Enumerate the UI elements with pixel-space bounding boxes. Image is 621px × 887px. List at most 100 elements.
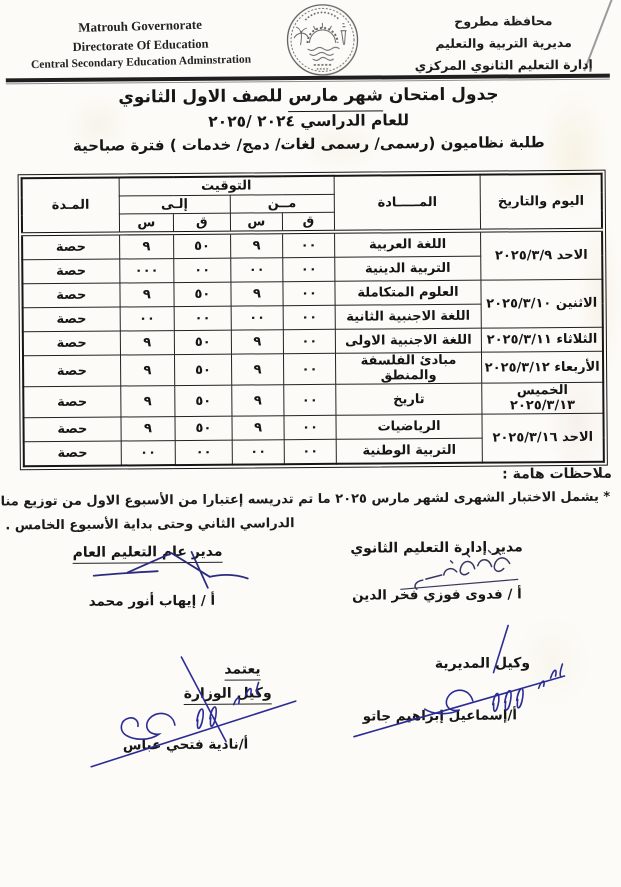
notes-heading: ملاحظات هامة : — [502, 465, 613, 483]
col-header-subject: المـــــادة — [333, 174, 481, 232]
to-hours-cell: ٩ — [120, 354, 175, 386]
duration-cell: حصة — [22, 258, 120, 284]
col-header-from: مــن — [229, 194, 335, 214]
duration-cell: حصة — [22, 306, 120, 332]
day-date-cell: الأربعاء ٢٠٢٥/٣/١٢ — [481, 351, 604, 384]
from-minutes-cell: ٠٠ — [283, 384, 336, 416]
secondary-director-title: مدير إدارة التعليم الثانوي — [350, 539, 523, 557]
duration-cell: حصة — [23, 440, 121, 467]
table-row: الاثنين ٢٠٢٥/٣/١٠ العلوم المتكاملة ٠٠ ٩ … — [22, 279, 603, 329]
col-header-to: إلـى — [118, 195, 231, 215]
general-director-name: أ / إيهاب أنور محمد — [88, 592, 216, 610]
table-row: الاحد ٢٠٢٥/٣/٩ اللغة العربية ٠٠ ٩ ٥٠ ٩ ح… — [22, 229, 603, 281]
to-minutes-cell: ٥٠ — [174, 354, 232, 386]
table-row: الخميس ٢٠٢٥/٣/١٣ تاريخ ٠٠ ٩ ٥٠ ٩ حصة — [23, 382, 604, 418]
subject-cell: الرياضيات — [335, 414, 483, 440]
title-text: للصف الاول الثانوي — [118, 86, 289, 108]
col-header-duration: المـدة — [21, 177, 120, 235]
header-english: Matrouh Governorate Directorate Of Educa… — [1, 14, 280, 75]
day-date-cell: الخميس ٢٠٢٥/٣/١٣ — [481, 382, 604, 415]
to-hours-cell: ٩ — [119, 233, 174, 259]
subject-cell: اللغة العربية — [334, 230, 481, 258]
title-text: جدول امتحان — [382, 84, 499, 106]
ministry-deputy-name: أ/نادية فتحي عباس — [122, 736, 249, 754]
day-date-cell: الاحد ٢٠٢٥/٣/٩ — [480, 229, 603, 281]
academic-year-line: للعام الدراسي ٢٠٢٤ /٢٠٢٥ — [208, 111, 410, 131]
to-minutes-cell: ٥٠ — [175, 416, 232, 441]
duration-cell: حصة — [23, 385, 121, 418]
col-header-hours: س — [230, 212, 283, 233]
note-line-1: * يشمل الاختبار الشهرى لشهر مارس ٢٠٢٥ ما… — [0, 489, 611, 510]
col-header-day-date: اليوم والتاريخ — [480, 173, 603, 231]
secondary-director-name: أ / فدوى فوزي فخر الدين — [352, 586, 522, 604]
subject-cell: تاريخ — [335, 383, 483, 416]
governorate-seal-icon — [284, 2, 361, 79]
to-minutes-cell: ٠٠ — [175, 440, 233, 466]
title-underlined-month: شهر مارس — [288, 85, 384, 113]
directorate-deputy-name: أ/إسماعيل إبراهيم جاتو — [362, 707, 518, 725]
from-hours-cell: ٠٠ — [231, 439, 285, 465]
from-hours-cell: ٩ — [231, 384, 285, 417]
day-date-cell: الاثنين ٢٠٢٥/٣/١٠ — [481, 279, 603, 329]
document-title-block: جدول امتحان شهر مارس للصف الاول الثانوي … — [0, 84, 619, 156]
to-hours-cell: ٠٠٠ — [119, 258, 175, 283]
table-row: الاحد ٢٠٢٥/٣/١٦ الرياضيات ٠٠ ٩ ٥٠ ٩ حصة — [23, 413, 604, 463]
to-hours-cell: ٩ — [120, 385, 176, 417]
duration-cell: حصة — [22, 282, 120, 308]
col-header-minutes: ق — [282, 212, 335, 233]
from-minutes-cell: ٠٠ — [283, 329, 336, 354]
directorate-deputy-title: وكيل المديرية — [434, 655, 531, 673]
subject-cell: العلوم المتكاملة — [334, 280, 482, 306]
from-hours-cell: ٩ — [231, 415, 285, 441]
to-minutes-cell: ٥٠ — [174, 385, 232, 417]
general-director-title: مدير عام التعليم العام — [47, 543, 247, 564]
from-hours-cell: ٩ — [230, 232, 283, 259]
day-date-cell: الثلاثاء ٢٠٢٥/٣/١١ — [481, 327, 603, 353]
approval-label: يعتمد — [192, 661, 292, 681]
student-category-line: طلبة نظاميون (رسمى/ رسمى لغات/ دمج/ خدما… — [72, 133, 545, 155]
from-hours-cell: ٩ — [230, 329, 284, 355]
col-header-timing: التوقيت — [118, 175, 334, 197]
general-director-title-text: مدير عام التعليم العام — [72, 543, 223, 564]
from-minutes-cell: ٠٠ — [284, 439, 337, 465]
duration-cell: حصة — [22, 330, 121, 356]
from-hours-cell: ٠٠ — [230, 257, 284, 283]
to-hours-cell: ٩ — [120, 416, 176, 441]
to-hours-cell: ٩ — [119, 330, 175, 355]
to-minutes-cell: ٠٠ — [174, 306, 231, 331]
duration-cell: حصة — [22, 233, 120, 260]
to-hours-cell: ٠٠ — [120, 440, 176, 466]
header-arabic-line: محافظة مطروح — [454, 13, 553, 29]
from-hours-cell: ٩ — [230, 281, 284, 307]
to-minutes-cell: ٠٠ — [173, 258, 231, 283]
approval-label-text: يعتمد — [224, 661, 261, 681]
from-minutes-cell: ٠٠ — [284, 415, 336, 440]
subject-cell: التربية الدينية — [334, 256, 482, 282]
subject-cell: التربية الوطنية — [335, 438, 483, 464]
duration-cell: حصة — [22, 354, 121, 387]
ministry-deputy-title: وكيل الوزارة — [168, 685, 288, 706]
header-arabic: محافظة مطروح مديرية التربية والتعليم إدا… — [394, 10, 613, 77]
from-hours-cell: ٩ — [231, 353, 284, 386]
from-minutes-cell: ٠٠ — [283, 305, 336, 330]
to-minutes-cell: ٥٠ — [174, 330, 232, 355]
from-minutes-cell: ٠٠ — [283, 281, 335, 306]
signature-fadwa-ink — [400, 549, 519, 590]
day-date-cell: الاحد ٢٠٢٥/٣/١٦ — [482, 413, 604, 463]
to-minutes-cell: ٥٠ — [174, 282, 231, 307]
ministry-deputy-title-text: وكيل الوزارة — [183, 685, 272, 706]
to-minutes-cell: ٥٠ — [173, 232, 231, 259]
page-title: جدول امتحان شهر مارس للصف الاول الثانوي — [0, 84, 619, 113]
to-hours-cell: ٩ — [119, 282, 175, 307]
note-line-2: الدراسي الثاني وحتى بداية الأسبوع الخامس… — [5, 516, 295, 534]
subject-cell: اللغة الاجنبية الاولى — [335, 328, 482, 354]
from-minutes-cell: ٠٠ — [283, 353, 336, 385]
from-hours-cell: ٠٠ — [230, 305, 284, 331]
header-arabic-line: مديرية التربية والتعليم — [435, 34, 572, 51]
from-minutes-cell: ٠٠ — [282, 231, 335, 258]
table-row: الأربعاء ٢٠٢٥/٣/١٢ مبادئ الفلسفة والمنطق… — [22, 351, 604, 387]
to-hours-cell: ٠٠ — [119, 306, 175, 331]
col-header-hours: س — [118, 213, 174, 234]
exam-schedule-table: اليوم والتاريخ المـــــادة التوقيت المـد… — [17, 169, 608, 471]
